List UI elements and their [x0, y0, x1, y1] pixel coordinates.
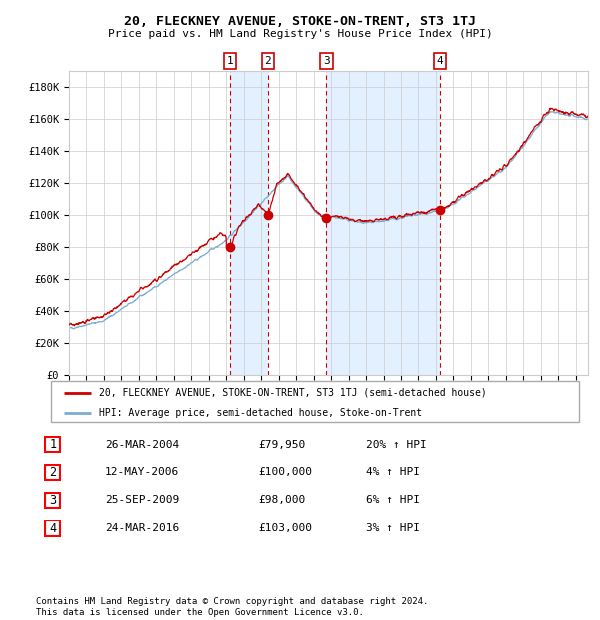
- FancyBboxPatch shape: [51, 381, 579, 422]
- Text: 6% ↑ HPI: 6% ↑ HPI: [366, 495, 420, 505]
- FancyBboxPatch shape: [45, 436, 61, 453]
- Text: £100,000: £100,000: [258, 467, 312, 477]
- Bar: [230, 71, 268, 375]
- Text: Price paid vs. HM Land Registry's House Price Index (HPI): Price paid vs. HM Land Registry's House …: [107, 29, 493, 39]
- Text: £79,950: £79,950: [258, 440, 305, 450]
- FancyBboxPatch shape: [45, 464, 61, 480]
- Text: 25-SEP-2009: 25-SEP-2009: [105, 495, 179, 505]
- Text: 26-MAR-2004: 26-MAR-2004: [105, 440, 179, 450]
- Bar: [326, 71, 440, 375]
- Text: 2: 2: [49, 466, 56, 479]
- FancyBboxPatch shape: [45, 492, 61, 508]
- Text: 4: 4: [49, 522, 56, 534]
- Text: This data is licensed under the Open Government Licence v3.0.: This data is licensed under the Open Gov…: [36, 608, 364, 617]
- Text: 3: 3: [323, 56, 330, 66]
- Text: 24-MAR-2016: 24-MAR-2016: [105, 523, 179, 533]
- Text: 4: 4: [437, 56, 443, 66]
- Text: 3: 3: [49, 494, 56, 507]
- FancyBboxPatch shape: [45, 520, 61, 536]
- Text: Contains HM Land Registry data © Crown copyright and database right 2024.: Contains HM Land Registry data © Crown c…: [36, 597, 428, 606]
- Text: 20, FLECKNEY AVENUE, STOKE-ON-TRENT, ST3 1TJ (semi-detached house): 20, FLECKNEY AVENUE, STOKE-ON-TRENT, ST3…: [98, 388, 486, 397]
- Text: 1: 1: [227, 56, 233, 66]
- Text: 12-MAY-2006: 12-MAY-2006: [105, 467, 179, 477]
- Text: £98,000: £98,000: [258, 495, 305, 505]
- Text: 3% ↑ HPI: 3% ↑ HPI: [366, 523, 420, 533]
- Text: 2: 2: [265, 56, 271, 66]
- Text: £103,000: £103,000: [258, 523, 312, 533]
- Text: 1: 1: [49, 438, 56, 451]
- Text: HPI: Average price, semi-detached house, Stoke-on-Trent: HPI: Average price, semi-detached house,…: [98, 408, 422, 418]
- Text: 20% ↑ HPI: 20% ↑ HPI: [366, 440, 427, 450]
- Text: 20, FLECKNEY AVENUE, STOKE-ON-TRENT, ST3 1TJ: 20, FLECKNEY AVENUE, STOKE-ON-TRENT, ST3…: [124, 16, 476, 28]
- Text: 4% ↑ HPI: 4% ↑ HPI: [366, 467, 420, 477]
